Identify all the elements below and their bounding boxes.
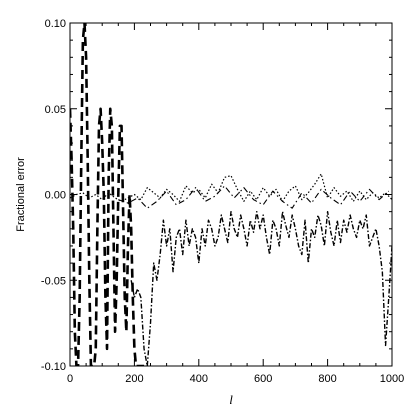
x-tick-label: 400 — [190, 373, 208, 385]
series-line-4-dash-dot — [130, 210, 392, 366]
x-tick-label: 0 — [67, 373, 73, 385]
y-tick-label: 0.10 — [45, 18, 66, 30]
series-layer — [70, 23, 392, 366]
x-tick-label: 800 — [318, 373, 336, 385]
y-tick-label: -0.10 — [41, 361, 66, 373]
x-tick-label: 600 — [254, 373, 272, 385]
axis-ticks — [69, 22, 393, 367]
axis-tick-labels: 0 200 400 600 800 1000 -0.10 -0.05 0.00 0.05 0.10 — [41, 18, 404, 385]
series-line-1-dashed-heavy — [70, 23, 145, 366]
x-axis-label: l — [229, 392, 233, 407]
y-tick-label: -0.05 — [41, 275, 66, 287]
series-line-2-dotted — [70, 173, 392, 202]
series-line-3-dash-dot-near-zero — [118, 185, 390, 209]
x-tick-label: 1000 — [380, 373, 404, 385]
x-tick-label: 200 — [125, 373, 143, 385]
y-tick-label: 0.00 — [45, 190, 66, 202]
y-axis-label: Fractional error — [15, 157, 27, 232]
y-tick-label: 0.05 — [45, 104, 66, 116]
